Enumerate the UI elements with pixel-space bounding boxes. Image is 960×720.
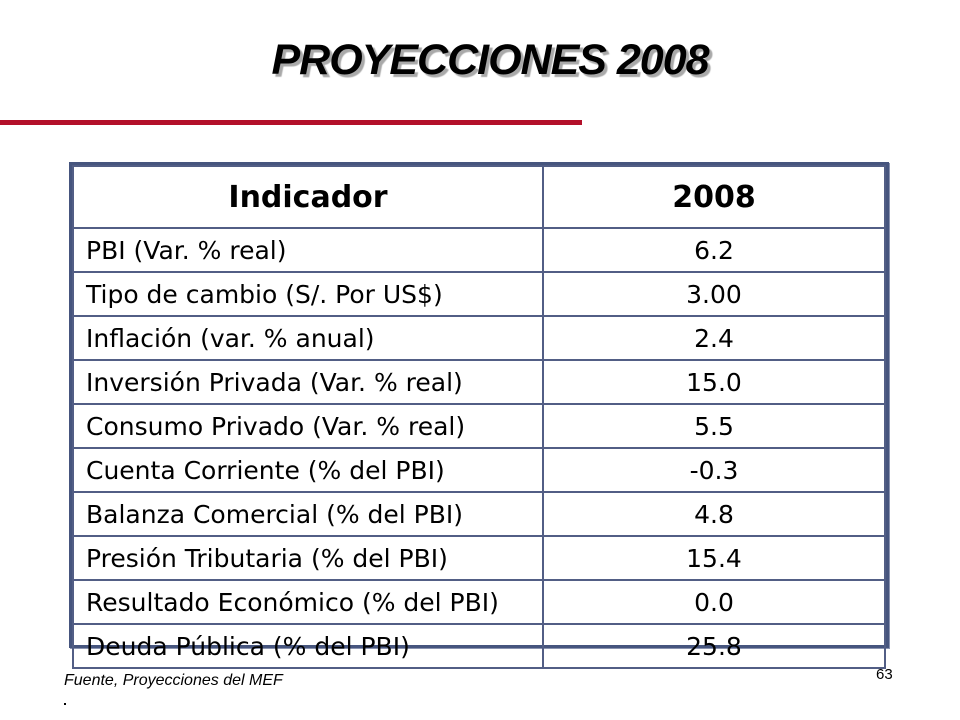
table-row: Tipo de cambio (S/. Por US$) 3.00 — [72, 271, 886, 317]
indicator-cell: Presión Tributaria (% del PBI) — [72, 535, 544, 581]
table-header-row: Indicador 2008 — [72, 165, 886, 229]
indicator-cell: Resultado Económico (% del PBI) — [72, 579, 544, 625]
table-row: Inflación (var. % anual) 2.4 — [72, 315, 886, 361]
indicator-cell: Inversión Privada (Var. % real) — [72, 359, 544, 405]
indicator-cell: Tipo de cambio (S/. Por US$) — [72, 271, 544, 317]
value-cell: 15.4 — [542, 535, 886, 581]
value-cell: 4.8 — [542, 491, 886, 537]
indicator-cell: PBI (Var. % real) — [72, 227, 544, 273]
value-cell: 6.2 — [542, 227, 886, 273]
table-row: Cuenta Corriente (% del PBI) -0.3 — [72, 447, 886, 493]
indicator-cell: Inflación (var. % anual) — [72, 315, 544, 361]
value-cell: 5.5 — [542, 403, 886, 449]
value-cell: 2.4 — [542, 315, 886, 361]
indicators-table: Indicador 2008 PBI (Var. % real) 6.2 Tip… — [72, 165, 886, 669]
indicator-cell: Balanza Comercial (% del PBI) — [72, 491, 544, 537]
title-underline-rule — [0, 120, 582, 125]
indicator-cell: Deuda Pública (% del PBI) — [72, 623, 544, 669]
value-cell: 0.0 — [542, 579, 886, 625]
indicator-cell: Cuenta Corriente (% del PBI) — [72, 447, 544, 493]
table-row: Balanza Comercial (% del PBI) 4.8 — [72, 491, 886, 537]
table-row: Presión Tributaria (% del PBI) 15.4 — [72, 535, 886, 581]
table-row: Resultado Económico (% del PBI) 0.0 — [72, 579, 886, 625]
source-note: Fuente, Proyecciones del MEF — [64, 672, 283, 689]
indicators-table-frame: Indicador 2008 PBI (Var. % real) 6.2 Tip… — [69, 162, 889, 669]
table-row: Inversión Privada (Var. % real) 15.0 — [72, 359, 886, 405]
value-cell: 15.0 — [542, 359, 886, 405]
page-number: 63 — [876, 666, 893, 683]
column-header-indicator: Indicador — [72, 165, 544, 229]
table-row: PBI (Var. % real) 6.2 — [72, 227, 886, 273]
footer-dot — [64, 703, 66, 705]
indicator-cell: Consumo Privado (Var. % real) — [72, 403, 544, 449]
value-cell: 25.8 — [542, 623, 886, 669]
slide-title: PROYECCIONES 2008 — [271, 36, 709, 84]
table-row: Consumo Privado (Var. % real) 5.5 — [72, 403, 886, 449]
table-row: Deuda Pública (% del PBI) 25.8 — [72, 623, 886, 669]
value-cell: 3.00 — [542, 271, 886, 317]
value-cell: -0.3 — [542, 447, 886, 493]
column-header-year: 2008 — [542, 165, 886, 229]
